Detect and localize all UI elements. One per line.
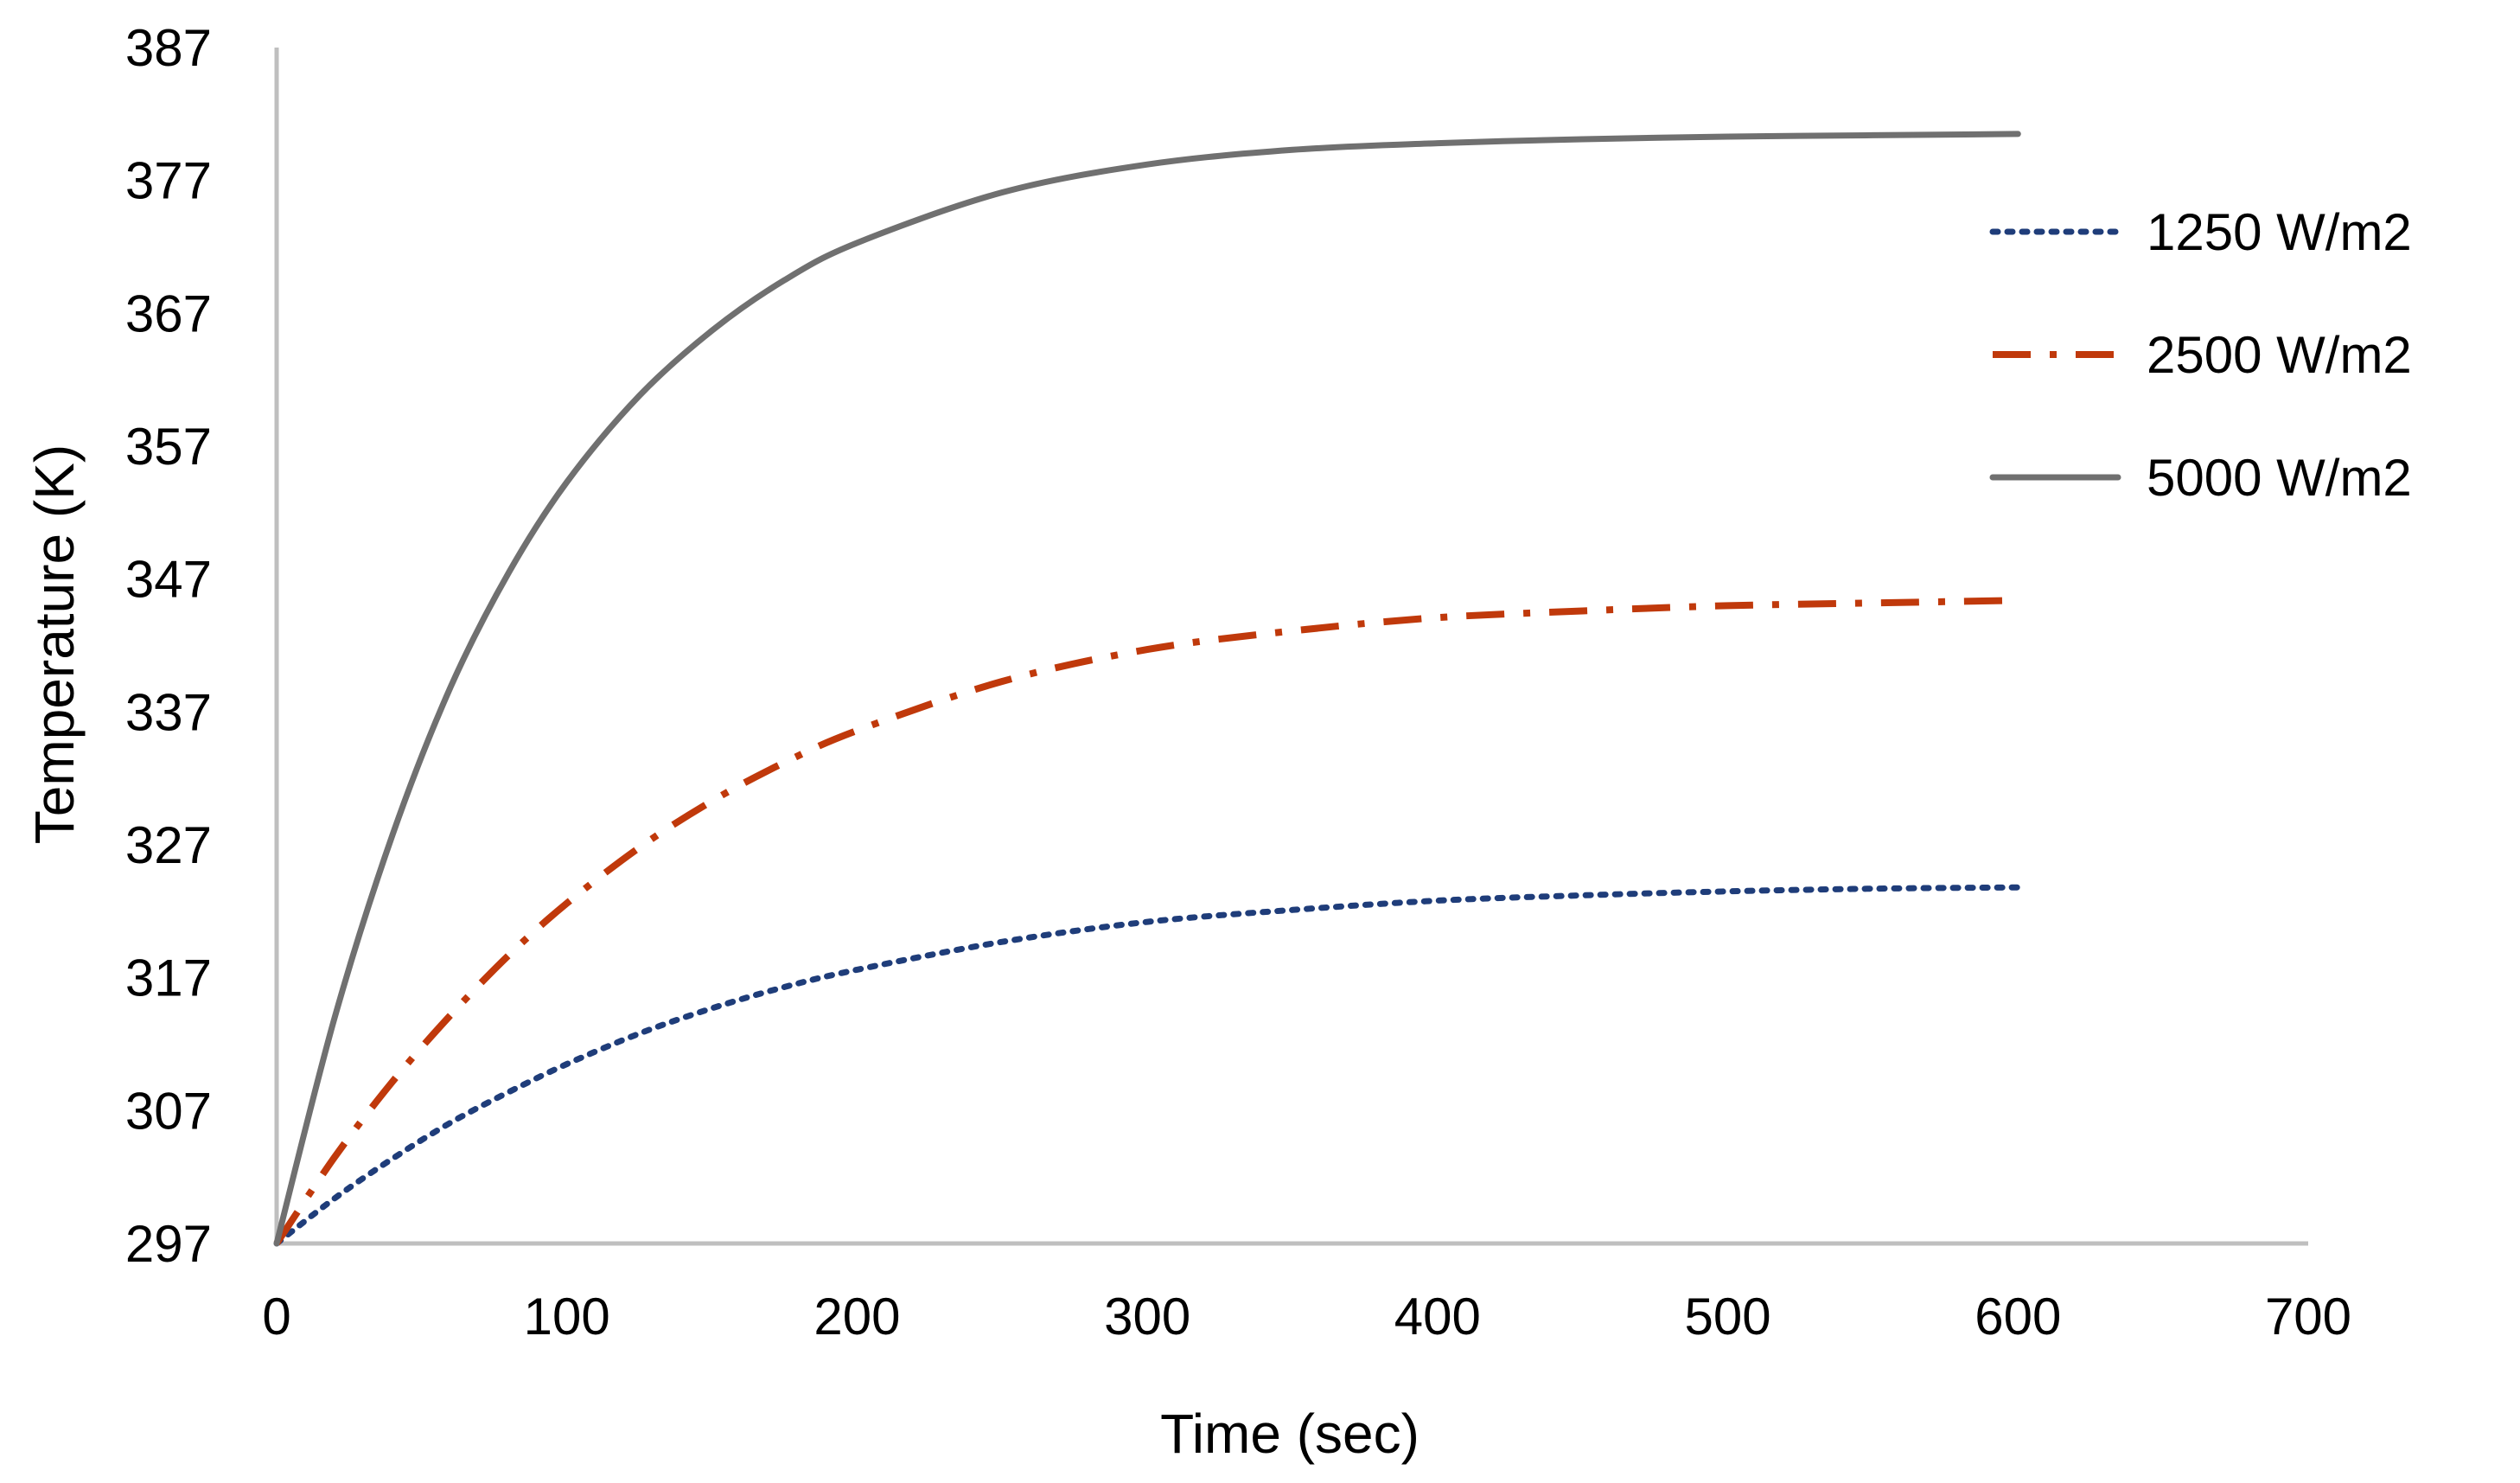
x-tick-label: 200 [813,1288,900,1346]
y-axis-title: Temperature (K) [23,444,86,844]
x-tick-label: 100 [524,1288,610,1346]
x-tick-label: 0 [262,1288,290,1346]
x-tick-label: 500 [1685,1288,1771,1346]
y-tick-label: 307 [125,1082,212,1140]
y-tick-label: 327 [125,816,212,874]
y-tick-label: 317 [125,949,212,1007]
series-lines [273,131,2021,1247]
legend: 1250 W/m2 2500 W/m2 5000 W/m2 [1989,203,2412,507]
legend-label: 5000 W/m2 [2147,449,2412,507]
axes [274,48,2308,1246]
series-line-2500-w-m2 [273,597,2019,1246]
y-tick-label: 367 [125,284,212,342]
series-line-5000-w-m2 [273,131,2021,1247]
legend-label: 2500 W/m2 [2147,326,2412,384]
x-tick-label: 600 [1975,1288,2061,1346]
x-tick-label: 700 [2265,1288,2351,1346]
legend-label: 1250 W/m2 [2147,203,2412,261]
y-tick-label: 337 [125,683,212,741]
y-tick-label: 347 [125,551,212,609]
y-tick-label: 357 [125,418,212,476]
y-tick-label: 297 [125,1215,212,1273]
series-line-1250-w-m2 [273,884,2021,1247]
x-tick-label: 300 [1104,1288,1190,1346]
tick-labels: 0 100 200 300 400 500 600 700 297 307 317 327 337 347… [125,19,2351,1346]
x-axis-title: Time (sec) [1160,1403,1419,1465]
x-tick-label: 400 [1394,1288,1481,1346]
y-tick-label: 377 [125,152,212,210]
y-tick-label: 387 [125,19,212,77]
